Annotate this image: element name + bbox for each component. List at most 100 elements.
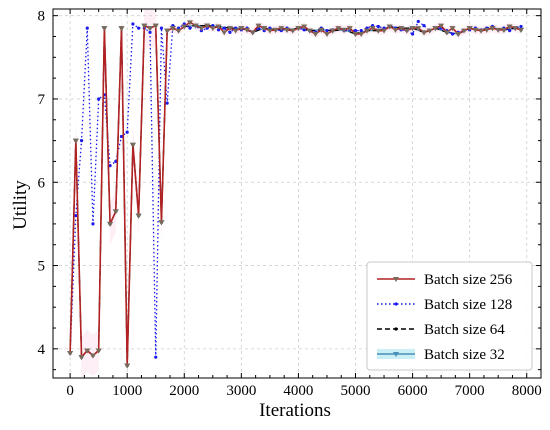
x-tick-label: 4000 <box>283 383 313 399</box>
legend-label: Batch size 64 <box>424 322 505 338</box>
data-point <box>244 27 251 33</box>
x-tick-label: 8000 <box>512 383 542 399</box>
data-point <box>341 27 348 33</box>
data-point <box>228 30 232 34</box>
data-point <box>312 31 319 37</box>
data-point <box>359 29 363 33</box>
data-point <box>169 26 176 32</box>
data-point <box>318 27 325 33</box>
legend-item: Batch size 32 <box>377 347 505 363</box>
data-point <box>353 29 358 33</box>
data-point <box>329 28 336 34</box>
data-point <box>255 23 262 29</box>
data-point <box>495 27 502 33</box>
data-point <box>278 26 285 32</box>
data-point <box>95 348 102 354</box>
data-point <box>84 348 91 354</box>
y-tick-label: 4 <box>38 342 46 358</box>
data-point <box>295 26 302 32</box>
data-point <box>232 28 239 34</box>
data-point <box>422 24 426 28</box>
data-point <box>302 28 306 32</box>
x-tick-label: 1000 <box>112 383 142 399</box>
data-point <box>78 355 85 361</box>
y-tick-label: 7 <box>38 92 46 108</box>
data-point <box>460 28 467 34</box>
data-point <box>323 31 330 37</box>
data-point <box>124 363 131 369</box>
legend-label: Batch size 256 <box>424 272 513 288</box>
data-point <box>79 139 84 143</box>
data-point <box>386 24 393 30</box>
data-point <box>416 19 420 24</box>
legend-marker <box>393 352 399 357</box>
data-point <box>137 26 141 30</box>
plot-frame <box>52 8 542 379</box>
data-point <box>483 27 490 33</box>
data-point <box>91 222 95 226</box>
data-point <box>238 26 245 32</box>
y-tick-label: 8 <box>38 9 46 25</box>
y-tick-label: 5 <box>38 259 46 275</box>
series-0 <box>67 20 525 369</box>
data-point <box>204 23 211 29</box>
data-point <box>125 130 129 134</box>
data-point <box>158 220 165 226</box>
data-point <box>192 23 199 29</box>
data-point <box>272 27 279 33</box>
x-tick-label: 0 <box>66 383 74 399</box>
data-point <box>261 26 268 32</box>
data-point <box>266 28 273 34</box>
data-point <box>72 138 79 144</box>
y-axis-label: Utility <box>10 180 31 230</box>
data-point <box>221 30 228 36</box>
data-point <box>97 97 101 101</box>
data-point <box>107 221 114 227</box>
data-point <box>165 101 169 105</box>
data-point <box>135 213 142 219</box>
data-point <box>112 209 119 215</box>
data-point <box>249 30 256 36</box>
data-point <box>358 31 365 37</box>
data-point <box>101 26 108 32</box>
data-point <box>415 26 422 32</box>
data-point <box>376 24 380 29</box>
data-point <box>226 26 233 32</box>
data-point <box>375 28 382 34</box>
data-point <box>152 23 159 29</box>
data-point <box>325 29 329 33</box>
data-point <box>148 30 152 34</box>
data-point <box>335 26 342 32</box>
legend-item: Batch size 64 <box>377 322 505 338</box>
data-point <box>455 31 462 37</box>
data-point <box>506 24 513 30</box>
data-point <box>450 32 455 36</box>
data-point <box>175 28 182 34</box>
data-point <box>186 20 193 26</box>
data-point <box>500 27 507 33</box>
y-tick-label: 6 <box>38 175 46 191</box>
data-point <box>352 31 359 37</box>
data-point <box>403 28 410 34</box>
data-point <box>118 26 125 32</box>
legend-marker <box>393 277 399 282</box>
data-point <box>432 26 439 32</box>
legend-box <box>366 261 533 371</box>
data-point <box>67 351 74 357</box>
series-lines <box>67 19 525 369</box>
data-point <box>85 26 89 30</box>
data-point <box>363 28 370 34</box>
data-point <box>198 26 205 32</box>
data-point <box>438 23 445 29</box>
data-point <box>164 28 171 34</box>
x-axis-label: Iterations <box>259 400 331 421</box>
data-point <box>449 26 456 32</box>
data-point <box>518 27 525 33</box>
data-point <box>392 27 399 33</box>
data-point <box>154 355 158 359</box>
data-point <box>398 26 405 32</box>
data-point <box>215 24 222 30</box>
axes: 0 1000 2000 3000 4000 5000 6000 7000 8000 4 5 6 7 8 <box>38 8 542 399</box>
